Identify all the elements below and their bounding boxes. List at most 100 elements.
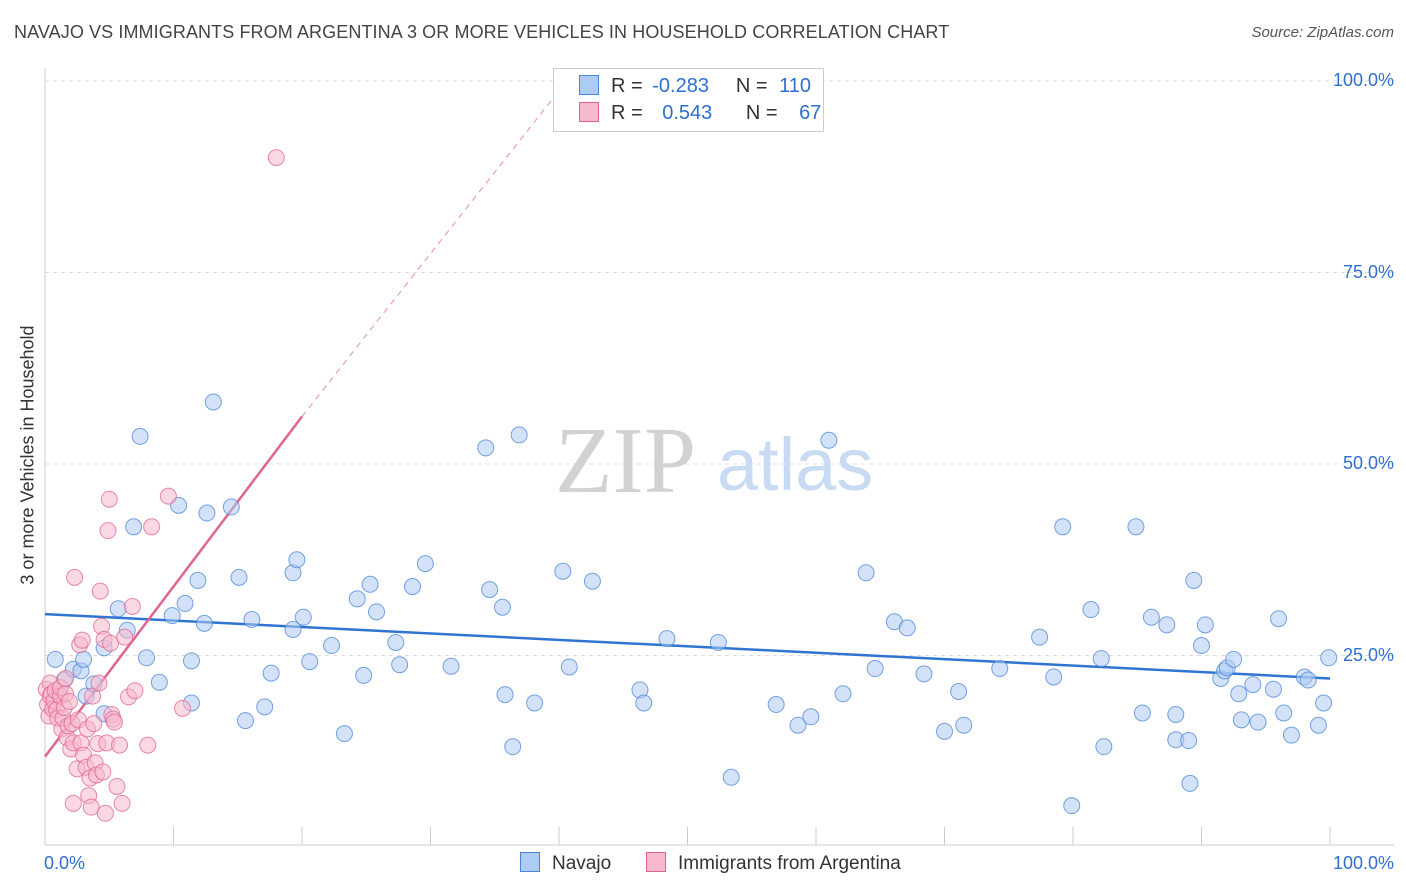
navajo-point[interactable] <box>404 578 422 596</box>
navajo-point[interactable] <box>243 610 261 628</box>
navajo-point[interactable] <box>1275 704 1293 722</box>
navajo-point[interactable] <box>554 562 572 580</box>
navajo-point[interactable] <box>802 708 820 726</box>
argentina-point[interactable] <box>90 674 108 692</box>
argentina-point[interactable] <box>159 487 177 505</box>
navajo-point[interactable] <box>230 568 248 586</box>
navajo-point[interactable] <box>1320 649 1338 667</box>
navajo-point[interactable] <box>294 608 312 626</box>
navajo-point[interactable] <box>368 603 386 621</box>
navajo-point[interactable] <box>1095 738 1113 756</box>
navajo-point[interactable] <box>955 716 973 734</box>
navajo-point[interactable] <box>416 555 434 573</box>
navajo-point[interactable] <box>1309 716 1327 734</box>
navajo-point[interactable] <box>1225 650 1243 668</box>
navajo-point[interactable] <box>1196 616 1214 634</box>
navajo-point[interactable] <box>1185 571 1203 589</box>
navajo-point[interactable] <box>323 637 341 655</box>
navajo-point[interactable] <box>138 649 156 667</box>
navajo-point[interactable] <box>1181 774 1199 792</box>
navajo-point[interactable] <box>1249 713 1267 731</box>
navajo-point[interactable] <box>898 619 916 637</box>
argentina-point[interactable] <box>57 669 75 687</box>
argentina-point[interactable] <box>73 631 91 649</box>
navajo-point[interactable] <box>195 614 213 632</box>
navajo-point[interactable] <box>1127 518 1145 536</box>
argentina-point[interactable] <box>111 736 129 754</box>
navajo-point[interactable] <box>1299 671 1317 689</box>
navajo-point[interactable] <box>182 652 200 670</box>
navajo-point[interactable] <box>1232 711 1250 729</box>
navajo-point[interactable] <box>635 694 653 712</box>
navajo-point[interactable] <box>1054 518 1072 536</box>
navajo-point[interactable] <box>355 666 373 684</box>
navajo-point[interactable] <box>477 439 495 457</box>
argentina-point[interactable] <box>108 777 126 795</box>
navajo-point[interactable] <box>915 665 933 683</box>
navajo-point[interactable] <box>335 725 353 743</box>
navajo-point[interactable] <box>1315 694 1333 712</box>
navajo-point[interactable] <box>1167 705 1185 723</box>
navajo-point[interactable] <box>288 551 306 569</box>
navajo-point[interactable] <box>1092 650 1110 668</box>
navajo-point[interactable] <box>722 768 740 786</box>
argentina-point[interactable] <box>96 804 114 822</box>
navajo-point[interactable] <box>301 653 319 671</box>
navajo-point[interactable] <box>1244 676 1262 694</box>
argentina-point[interactable] <box>64 794 82 812</box>
argentina-point[interactable] <box>126 682 144 700</box>
argentina-point[interactable] <box>85 715 103 733</box>
navajo-point[interactable] <box>198 504 216 522</box>
navajo-point[interactable] <box>866 660 884 678</box>
navajo-point[interactable] <box>834 685 852 703</box>
argentina-point[interactable] <box>143 518 161 536</box>
navajo-point[interactable] <box>256 698 274 716</box>
navajo-point[interactable] <box>526 694 544 712</box>
navajo-point[interactable] <box>75 650 93 668</box>
navajo-point[interactable] <box>442 657 460 675</box>
navajo-point[interactable] <box>1045 668 1063 686</box>
argentina-point[interactable] <box>139 736 157 754</box>
navajo-point[interactable] <box>189 571 207 589</box>
navajo-point[interactable] <box>1282 726 1300 744</box>
navajo-point[interactable] <box>125 518 143 536</box>
navajo-point[interactable] <box>560 658 578 676</box>
argentina-point[interactable] <box>123 597 141 615</box>
navajo-point[interactable] <box>820 431 838 449</box>
argentina-point[interactable] <box>94 763 112 781</box>
navajo-point[interactable] <box>204 393 222 411</box>
navajo-point[interactable] <box>510 426 528 444</box>
navajo-point[interactable] <box>348 590 366 608</box>
navajo-point[interactable] <box>1264 680 1282 698</box>
argentina-point[interactable] <box>100 490 118 508</box>
argentina-point[interactable] <box>105 713 123 731</box>
navajo-point[interactable] <box>150 673 168 691</box>
navajo-point[interactable] <box>936 722 953 740</box>
navajo-point[interactable] <box>387 633 405 651</box>
navajo-point[interactable] <box>658 630 676 648</box>
navajo-point[interactable] <box>709 633 727 651</box>
argentina-point[interactable] <box>91 582 109 600</box>
navajo-point[interactable] <box>504 738 522 756</box>
argentina-point[interactable] <box>82 798 100 816</box>
navajo-point[interactable] <box>767 696 785 714</box>
source-label[interactable]: Source: ZipAtlas.com <box>1251 24 1394 41</box>
navajo-point[interactable] <box>361 575 379 593</box>
navajo-point[interactable] <box>1031 628 1049 646</box>
navajo-point[interactable] <box>1082 601 1100 619</box>
navajo-point[interactable] <box>176 594 194 612</box>
navajo-point[interactable] <box>391 656 409 674</box>
navajo-point[interactable] <box>46 650 64 668</box>
navajo-point[interactable] <box>857 564 875 582</box>
navajo-point[interactable] <box>496 686 514 704</box>
legend-item-argentina[interactable]: Immigrants from Argentina <box>646 852 901 875</box>
navajo-point[interactable] <box>1158 616 1176 634</box>
navajo-point[interactable] <box>493 598 511 616</box>
argentina-point[interactable] <box>60 692 78 710</box>
navajo-point[interactable] <box>131 427 149 445</box>
navajo-point[interactable] <box>163 607 181 625</box>
argentina-point[interactable] <box>116 628 134 646</box>
argentina-point[interactable] <box>66 568 84 586</box>
argentina-point[interactable] <box>99 522 117 540</box>
navajo-point[interactable] <box>109 600 127 618</box>
